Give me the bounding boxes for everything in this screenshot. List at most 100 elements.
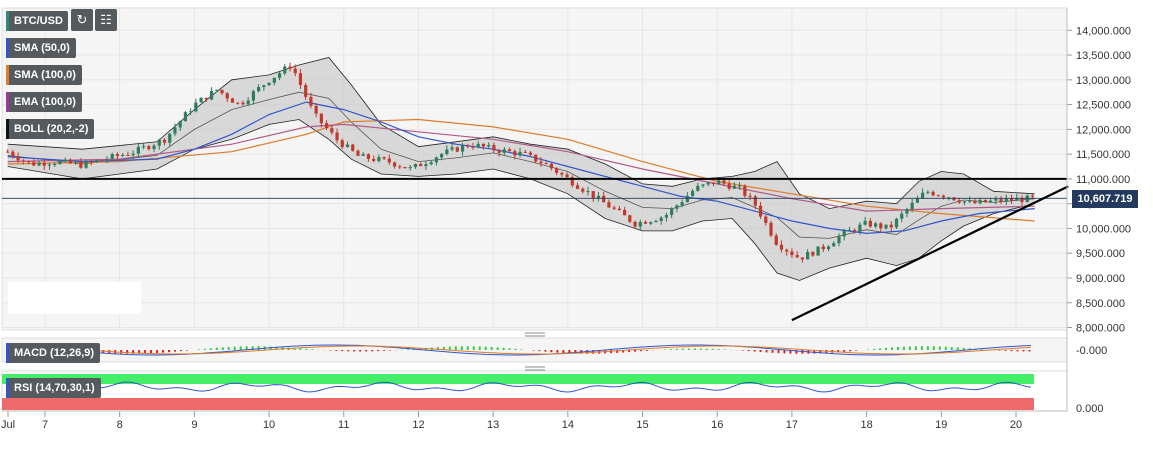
candle-body bbox=[299, 73, 302, 85]
macd-bar bbox=[1022, 350, 1024, 351]
candle-body bbox=[508, 149, 511, 151]
candle-body bbox=[367, 154, 370, 159]
candle-body bbox=[534, 155, 537, 162]
candle-body bbox=[393, 162, 396, 166]
candle-body bbox=[633, 222, 636, 227]
macd-bar bbox=[885, 348, 887, 350]
blank-overlay-box bbox=[8, 282, 141, 314]
macd-bar bbox=[927, 346, 929, 350]
candle-body bbox=[430, 162, 433, 164]
candle-body bbox=[999, 199, 1002, 202]
macd-bar bbox=[180, 350, 182, 351]
macd-bar bbox=[168, 350, 170, 352]
candle-body bbox=[607, 202, 610, 207]
candle-body bbox=[524, 152, 527, 153]
candle-body bbox=[560, 173, 563, 175]
macd-bar bbox=[497, 347, 499, 350]
macd-bar bbox=[873, 349, 875, 350]
candle-body bbox=[69, 160, 72, 164]
x-tick-label: 7 bbox=[42, 419, 48, 431]
candle-body bbox=[926, 192, 929, 193]
macd-bar bbox=[1016, 350, 1018, 351]
candle-body bbox=[152, 146, 155, 149]
x-tick-label: 17 bbox=[786, 419, 798, 431]
rsi-legend[interactable]: RSI (14,70,30,1) bbox=[6, 378, 101, 398]
macd-bar bbox=[670, 349, 672, 350]
candle-body bbox=[403, 167, 406, 168]
candle-body bbox=[748, 196, 751, 197]
macd-bar bbox=[646, 350, 648, 351]
calendar-icon[interactable]: ☷ bbox=[95, 9, 117, 31]
macd-bar bbox=[521, 349, 523, 350]
candle-body bbox=[487, 145, 490, 146]
candle-body bbox=[1026, 196, 1029, 203]
candle-body bbox=[11, 152, 14, 157]
macd-bar bbox=[240, 346, 242, 350]
sma50-label: SMA (50,0) bbox=[14, 42, 70, 54]
macd-bar bbox=[216, 348, 218, 350]
panel-resize-handle[interactable] bbox=[525, 333, 545, 336]
candle-body bbox=[717, 180, 720, 184]
candle-body bbox=[769, 223, 772, 236]
candle-body bbox=[890, 225, 893, 228]
x-tick-label: 12 bbox=[412, 419, 424, 431]
macd-bar bbox=[389, 350, 391, 351]
candle-body bbox=[843, 230, 846, 236]
y-tick-label: 14,000.000 bbox=[1076, 25, 1131, 37]
candle-body bbox=[911, 203, 914, 209]
indicator-legend-sma100[interactable]: SMA (100,0) bbox=[6, 65, 82, 85]
candle-body bbox=[649, 222, 652, 224]
ema100-swatch bbox=[6, 92, 9, 112]
indicator-legend-ema100[interactable]: EMA (100,0) bbox=[6, 92, 82, 112]
candle-body bbox=[613, 207, 616, 208]
macd-bar bbox=[311, 349, 313, 350]
macd-bar bbox=[879, 348, 881, 350]
candle-body bbox=[64, 160, 67, 162]
macd-bar bbox=[957, 347, 959, 350]
rsi-swatch bbox=[6, 378, 9, 398]
candle-body bbox=[764, 217, 767, 223]
macd-bar bbox=[772, 350, 774, 353]
candle-body bbox=[602, 196, 605, 202]
candle-body bbox=[492, 145, 495, 150]
macd-bar bbox=[347, 350, 349, 351]
candle-body bbox=[215, 90, 218, 91]
macd-bar bbox=[407, 349, 409, 350]
refresh-icon[interactable]: ↻ bbox=[71, 9, 93, 31]
macd-bar bbox=[783, 350, 785, 353]
candle-body bbox=[435, 157, 438, 162]
candle-body bbox=[550, 164, 553, 169]
candle-body bbox=[628, 215, 631, 221]
candle-body bbox=[372, 159, 375, 161]
candle-body bbox=[48, 165, 51, 166]
candle-body bbox=[100, 160, 103, 161]
candle-body bbox=[273, 78, 276, 83]
candle-body bbox=[267, 83, 270, 85]
symbol-legend[interactable]: BTC/USD bbox=[6, 11, 68, 31]
panel-resize-handle[interactable] bbox=[525, 367, 545, 370]
candle-body bbox=[586, 191, 589, 192]
rsi-value-label: 0.000 bbox=[1076, 403, 1104, 415]
macd-bar bbox=[718, 349, 720, 350]
macd-bar bbox=[550, 350, 552, 352]
candle-body bbox=[576, 185, 579, 188]
candle-body bbox=[362, 154, 365, 156]
candle-body bbox=[827, 246, 830, 249]
candle-body bbox=[398, 166, 401, 167]
candle-body bbox=[53, 164, 56, 165]
candle-body bbox=[618, 209, 621, 210]
macd-bar bbox=[556, 350, 558, 353]
candle-body bbox=[184, 112, 187, 121]
boll-label: BOLL (20,2,-2) bbox=[14, 123, 88, 135]
candle-body bbox=[759, 206, 762, 217]
candle-body bbox=[994, 199, 997, 201]
x-tick-label: 16 bbox=[711, 419, 723, 431]
indicator-legend-sma50[interactable]: SMA (50,0) bbox=[6, 38, 76, 58]
macd-label: MACD (12,26,9) bbox=[14, 347, 94, 359]
candle-body bbox=[189, 111, 192, 112]
macd-legend[interactable]: MACD (12,26,9) bbox=[6, 343, 100, 363]
macd-bar bbox=[981, 349, 983, 350]
macd-bar bbox=[305, 349, 307, 350]
indicator-legend-boll[interactable]: BOLL (20,2,-2) bbox=[6, 119, 94, 139]
